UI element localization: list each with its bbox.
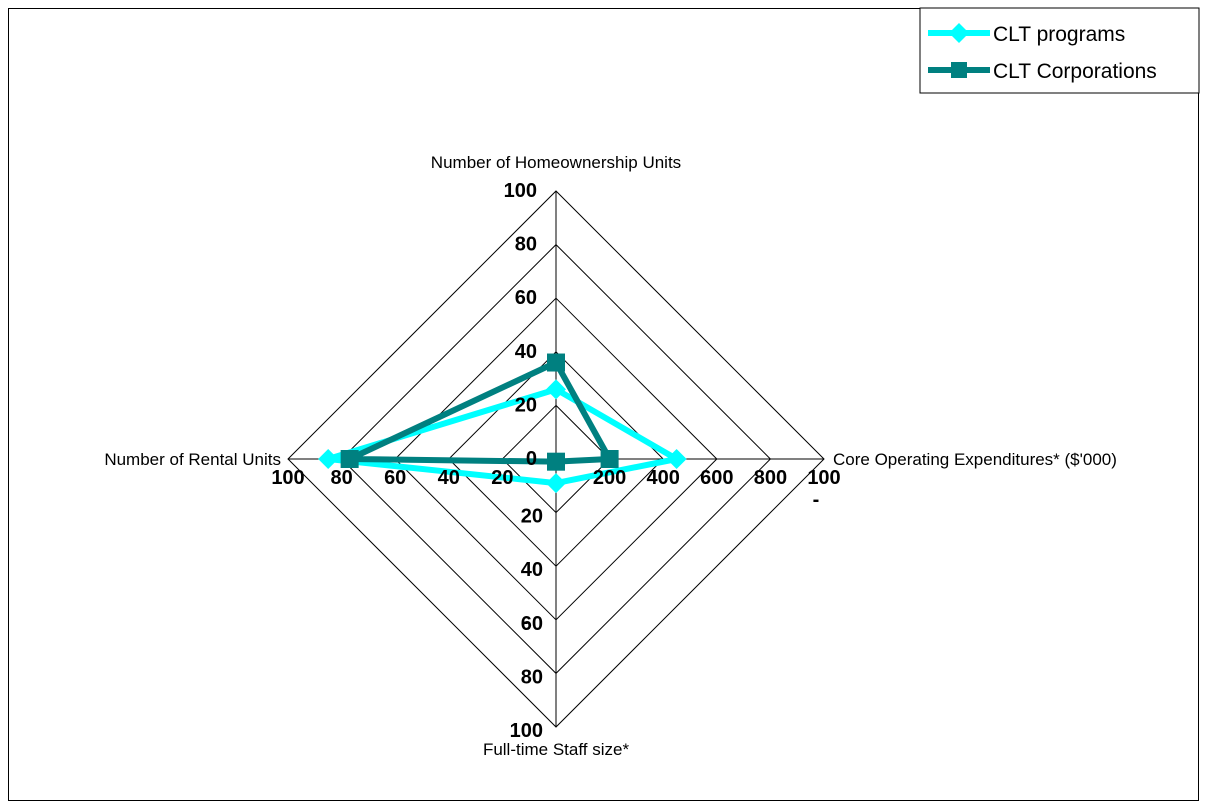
legend-box: [919, 7, 1200, 94]
tick-label: 60: [384, 467, 406, 489]
tick-label: 800: [754, 467, 787, 489]
axis-title-rental-units: Number of Rental Units: [104, 450, 281, 469]
axis-title-homeownership: Number of Homeownership Units: [431, 153, 681, 172]
tick-label: 80: [515, 234, 537, 256]
axis-title-staff-size: Full-time Staff size*: [483, 740, 630, 759]
legend-label: CLT programs: [993, 23, 1125, 46]
tick-label: 80: [521, 666, 543, 688]
tick-label: 40: [438, 467, 460, 489]
series-point: [547, 353, 565, 372]
legend-item-clt-programs: CLT programs: [928, 23, 1125, 46]
tick-labels: 0 20 40 60 80 100 200 400 600 800 100 20 40 60 80 100 20…: [271, 180, 840, 742]
stray-mark: -: [813, 489, 820, 511]
tick-label: 400: [647, 467, 680, 489]
tick-label: 80: [330, 467, 352, 489]
axis-titles: Number of Homeownership Units Core Opera…: [104, 153, 1117, 759]
series-point: [600, 450, 619, 468]
tick-label: 20: [515, 394, 537, 416]
tick-label: 600: [700, 467, 733, 489]
tick-label: 100: [510, 720, 543, 742]
series-point: [547, 452, 565, 471]
tick-label: 100: [271, 467, 304, 489]
tick-label: 200: [593, 467, 626, 489]
tick-label: 100: [807, 467, 840, 489]
stray-marks: - -: [522, 489, 820, 633]
stray-mark: -: [522, 611, 529, 633]
series-point: [340, 450, 359, 468]
tick-label: 100: [504, 180, 537, 202]
tick-label: 40: [521, 559, 543, 581]
legend-square-marker: [951, 62, 967, 78]
series-point: [666, 449, 687, 469]
series-point: [546, 379, 566, 400]
legend-label: CLT Corporations: [993, 60, 1157, 83]
tick-label: 0: [526, 448, 537, 470]
legend: CLT programs CLT Corporations: [919, 7, 1200, 94]
series-point: [318, 449, 339, 469]
tick-label: 20: [491, 467, 513, 489]
tick-label: 20: [521, 506, 543, 528]
series-point: [546, 473, 566, 494]
legend-item-clt-corporations: CLT Corporations: [928, 60, 1157, 83]
tick-label: 60: [515, 287, 537, 309]
series-layer: [318, 353, 687, 494]
tick-label: 60: [521, 613, 543, 635]
legend-diamond-marker: [949, 23, 969, 43]
tick-label: 40: [515, 341, 537, 363]
axis-title-operating-expenditures: Core Operating Expenditures* ($'000): [833, 450, 1117, 469]
chart-frame: [8, 8, 1199, 801]
